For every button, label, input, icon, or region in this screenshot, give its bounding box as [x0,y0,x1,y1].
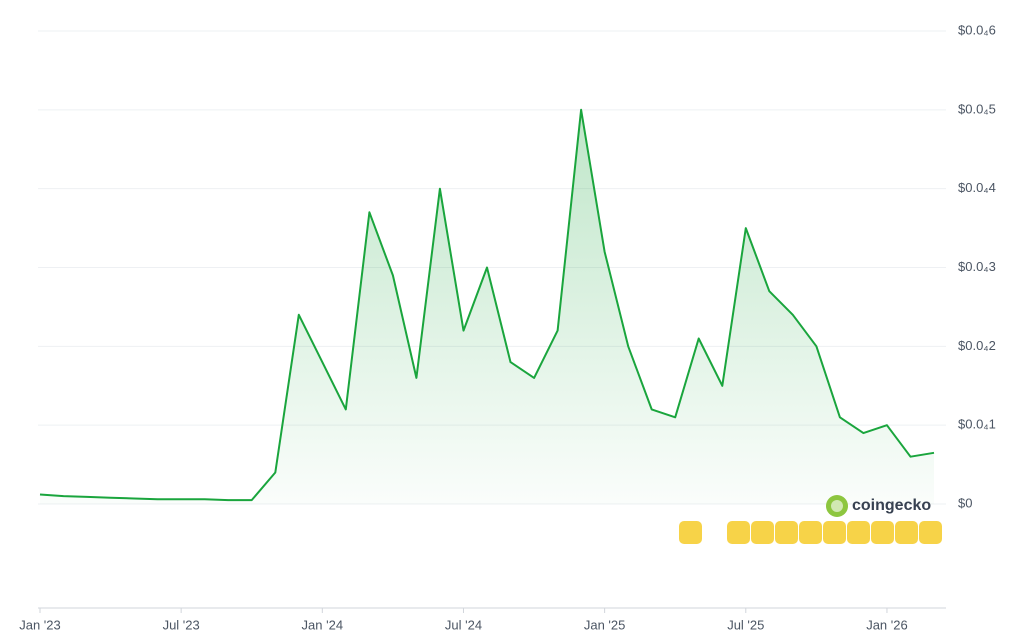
y-tick-label: $0.0₄2 [958,338,996,353]
x-tick-label: Jan '24 [302,617,344,632]
badge [895,521,918,544]
brand-logo: coingecko [826,495,931,517]
y-tick-label: $0.0₄1 [958,417,996,432]
price-line [39,108,935,502]
brand-text: coingecko [852,497,931,514]
badge [847,521,870,544]
badge [727,521,750,544]
x-tick-label: Jul '23 [163,617,200,632]
y-tick-label: $0.0₄5 [958,101,996,116]
y-tick-label: $0 [958,495,972,510]
area [40,109,934,505]
badge [871,521,894,544]
y-tick-label: $0.0₄4 [958,180,996,195]
y-tick-label: $0.0₄3 [958,259,996,274]
x-tick-label: Jul '24 [445,617,482,632]
badge [679,521,702,544]
grid: $0 $0.0₄1 $0.0₄2 $0.0₄3 $0.0₄4 $0.0₄5 $0.0₄6 Ja… [19,22,996,632]
badge [919,521,942,544]
x-tick-label: Jul '25 [727,617,764,632]
badge [823,521,846,544]
badge [775,521,798,544]
x-tick-label: Jan '23 [19,617,61,632]
x-tick-label: Jan '26 [866,617,908,632]
badges [679,521,942,544]
badge [751,521,774,544]
plot [39,108,935,505]
badge [799,521,822,544]
logo-icon-inner [831,500,843,512]
y-tick-label: $0.0₄6 [958,22,996,37]
x-tick-label: Jan '25 [584,617,626,632]
